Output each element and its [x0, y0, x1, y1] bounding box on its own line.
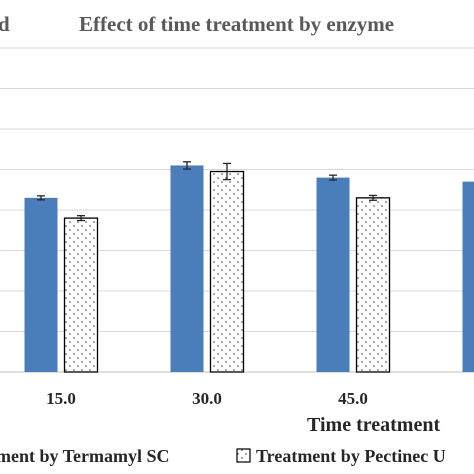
legend: ment by Termamyl SC Treatment by Pectine… [0, 446, 446, 466]
bar-series-1 [170, 165, 204, 372]
x-tick-label: 45.0 [338, 389, 368, 408]
bar-series-2 [209, 170, 245, 373]
bar-series-2 [355, 197, 391, 373]
bars [24, 165, 474, 373]
x-tick-label: 15.0 [46, 389, 76, 408]
error-bars [37, 161, 377, 222]
x-tick-labels: 15.0 30.0 45.0 [46, 389, 368, 408]
chart-title-fragment: d [0, 12, 10, 36]
chart-title: Effect of time treatment by enzyme [79, 12, 394, 36]
bar-series-2 [63, 217, 99, 373]
bar-series-1 [316, 177, 350, 372]
x-tick-label: 30.0 [192, 389, 222, 408]
legend-swatch-series-2 [236, 448, 251, 463]
legend-label-series-1: ment by Termamyl SC [0, 446, 170, 466]
x-axis-title: Time treatment [307, 414, 440, 436]
bar-series-1 [24, 197, 58, 372]
bar-series-1 [462, 181, 474, 372]
legend-label-series-2: Treatment by Pectinec U [256, 446, 446, 466]
